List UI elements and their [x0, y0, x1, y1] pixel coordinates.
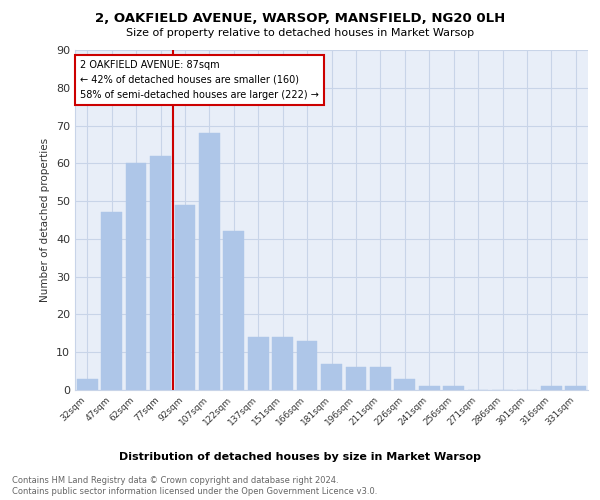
Bar — [296, 341, 317, 390]
Bar — [321, 364, 342, 390]
Bar — [175, 205, 196, 390]
Bar — [541, 386, 562, 390]
Bar — [419, 386, 440, 390]
Text: Size of property relative to detached houses in Market Warsop: Size of property relative to detached ho… — [126, 28, 474, 38]
Bar — [565, 386, 586, 390]
Bar — [199, 133, 220, 390]
Bar — [77, 378, 98, 390]
Bar — [223, 232, 244, 390]
Y-axis label: Number of detached properties: Number of detached properties — [40, 138, 50, 302]
Bar — [101, 212, 122, 390]
Text: Distribution of detached houses by size in Market Warsop: Distribution of detached houses by size … — [119, 452, 481, 462]
Bar — [370, 368, 391, 390]
Bar — [248, 337, 269, 390]
Text: Contains public sector information licensed under the Open Government Licence v3: Contains public sector information licen… — [12, 488, 377, 496]
Bar — [346, 368, 367, 390]
Bar — [394, 378, 415, 390]
Text: 2, OAKFIELD AVENUE, WARSOP, MANSFIELD, NG20 0LH: 2, OAKFIELD AVENUE, WARSOP, MANSFIELD, N… — [95, 12, 505, 26]
Text: 2 OAKFIELD AVENUE: 87sqm
← 42% of detached houses are smaller (160)
58% of semi-: 2 OAKFIELD AVENUE: 87sqm ← 42% of detach… — [80, 60, 319, 100]
Bar — [443, 386, 464, 390]
Bar — [125, 164, 146, 390]
Text: Contains HM Land Registry data © Crown copyright and database right 2024.: Contains HM Land Registry data © Crown c… — [12, 476, 338, 485]
Bar — [272, 337, 293, 390]
Bar — [150, 156, 171, 390]
